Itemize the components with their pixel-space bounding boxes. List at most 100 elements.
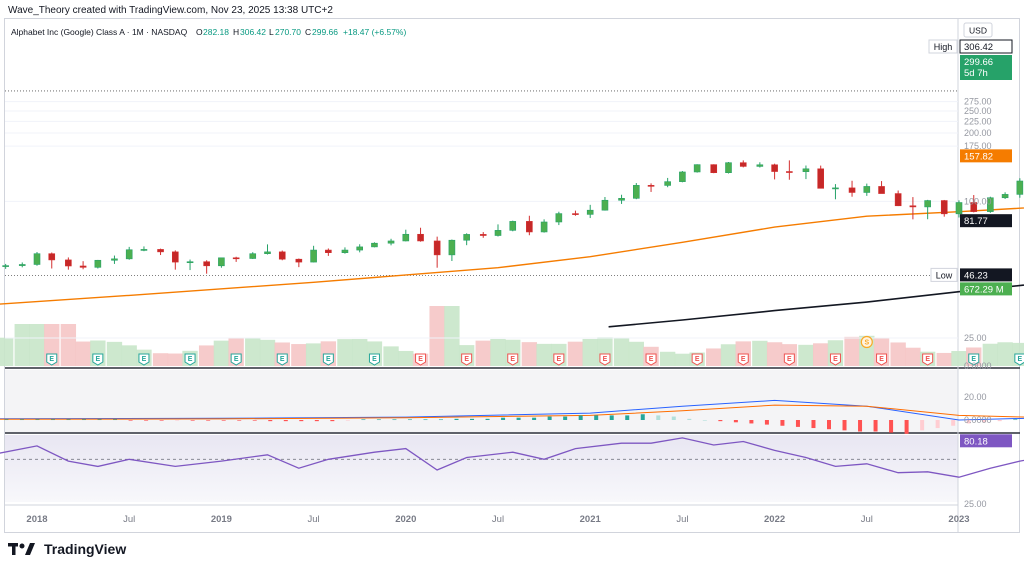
candle-body: [295, 258, 303, 263]
earnings-marker: [368, 353, 380, 366]
earnings-marker: [461, 353, 473, 366]
volume-bar: [167, 353, 183, 366]
earnings-marker: [276, 353, 288, 366]
candle-body: [448, 239, 456, 256]
volume-bar: [521, 342, 538, 366]
earnings-marker: [1014, 353, 1024, 366]
time-axis-tick: Jul: [676, 514, 688, 525]
macd-histogram-bar: [749, 420, 754, 424]
ma50-tag-box: [960, 149, 1012, 163]
candle-body: [555, 213, 563, 223]
candle-body: [664, 181, 671, 186]
candle-body: [402, 233, 410, 242]
macd-histogram-bar: [997, 420, 1002, 422]
tradingview-logo[interactable]: TradingView: [8, 541, 126, 557]
candle-body: [371, 242, 378, 248]
candle-body: [140, 249, 148, 251]
macd-histogram-bar: [501, 417, 506, 420]
candle-body: [494, 230, 502, 236]
candle-body: [540, 221, 548, 233]
candle-body: [341, 249, 349, 253]
legend-change: +18.47 (+6.57%): [343, 27, 406, 37]
rsi-indicator: [0, 437, 1024, 478]
macd-histogram-bar: [811, 420, 816, 429]
macd-histogram-bar: [330, 420, 335, 422]
tradingview-logo-icon: [8, 543, 35, 555]
earnings-marker-label: E: [188, 356, 193, 363]
earnings-marker: [230, 353, 242, 366]
legend-high-label: H: [233, 27, 239, 37]
volume-bar: [475, 340, 491, 366]
volume-bar: [706, 348, 722, 366]
macd-histogram-bar: [625, 415, 630, 420]
volume-bar: [291, 344, 307, 366]
candle-body: [203, 261, 210, 267]
candle-body: [970, 202, 978, 212]
high-tag-box: [928, 39, 958, 54]
candle-body: [739, 162, 747, 167]
macd-histogram-bar: [113, 419, 118, 421]
volume-bar: [337, 339, 353, 366]
chart-credit: Wave_Theory created with TradingView.com…: [8, 5, 333, 16]
ma50-tag-text: 157.82: [964, 151, 993, 162]
low-tag-box: [930, 267, 958, 282]
macd-histogram-bar: [795, 420, 800, 427]
candle-body: [817, 168, 825, 189]
legend-low-label: L: [269, 27, 274, 37]
low-value-tag-box: [960, 268, 1012, 282]
earnings-marker: [829, 353, 841, 366]
legend-close: 299.66: [312, 27, 338, 37]
earnings-marker-label: E: [234, 356, 239, 363]
macd-histogram-bar: [237, 420, 242, 421]
volume-tag-text: 672.29 M: [964, 284, 1004, 295]
time-axis-tick: 2020: [395, 514, 416, 525]
earnings-marker-label: E: [1018, 356, 1023, 363]
price-axis-tick: 175.00: [964, 141, 992, 151]
candle-body: [894, 193, 902, 207]
earnings-marker: [737, 353, 749, 366]
volume-bar: [121, 345, 137, 366]
volume-bar: [245, 337, 261, 366]
currency-badge[interactable]: [963, 22, 993, 38]
earnings-marker-label: E: [280, 356, 285, 363]
earnings-marker: [645, 353, 657, 366]
macd-axis-tick: 20.00: [964, 392, 987, 402]
volume-bar: [567, 341, 584, 366]
volume-tag-box: [960, 282, 1012, 296]
volume-bar: [106, 341, 123, 366]
legend-symbol: Alphabet Inc (Google) Class A · 1M · NAS…: [11, 27, 188, 37]
volume-bar: [536, 343, 552, 366]
macd-signal-line: [0, 404, 1024, 420]
earnings-marker-label: E: [603, 356, 608, 363]
volume-bar: [720, 344, 737, 366]
earnings-marker: [322, 353, 334, 366]
volume-bar: [152, 353, 169, 366]
candle-body: [679, 171, 686, 182]
candle-body: [479, 234, 487, 236]
earnings-marker: [138, 353, 150, 366]
candle-body: [79, 265, 87, 268]
candle-body: [647, 185, 655, 187]
earnings-marker: [783, 353, 795, 366]
candle-body: [693, 164, 701, 173]
volume-bar: [29, 324, 45, 366]
time-axis-tick: 2023: [948, 514, 969, 525]
macd-histogram-bar: [82, 419, 87, 421]
macd-histogram-bar: [454, 418, 459, 420]
candle-body: [955, 202, 963, 215]
volume-bar: [0, 337, 14, 366]
macd-histogram-bar: [951, 420, 956, 426]
candle-body: [387, 240, 395, 244]
macd-histogram-bar: [438, 419, 443, 421]
macd-histogram-bar: [175, 420, 180, 421]
rsi-axis-tick: 25.00: [964, 499, 987, 509]
ma200-tag-box: [960, 214, 1012, 228]
macd-histogram-bar: [144, 420, 149, 421]
candle-body: [572, 213, 579, 215]
reference-lines: [5, 90, 958, 276]
candle-body: [586, 209, 594, 215]
earnings-marker: [922, 353, 934, 366]
earnings-marker-label: E: [142, 356, 147, 363]
rsi-value-tag-text: 80.18: [964, 436, 988, 447]
